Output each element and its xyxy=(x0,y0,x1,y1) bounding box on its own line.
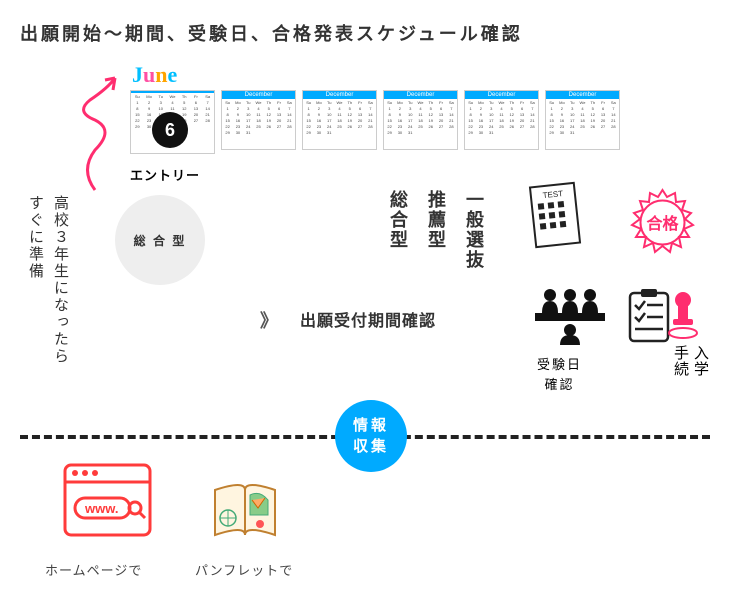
month-badge-6: 6 xyxy=(152,112,188,148)
svg-text:www.: www. xyxy=(84,501,118,516)
june-j: J xyxy=(132,62,143,87)
chevron-icon: 》 xyxy=(260,307,278,333)
info-l2: 収集 xyxy=(353,436,389,457)
svg-text:合格: 合格 xyxy=(646,214,679,233)
info-collection-badge: 情報 収集 xyxy=(335,400,407,472)
calendar-row: SuMoTuWeThFrSa12345678910111213141516171… xyxy=(130,90,620,154)
entry-label: エントリー xyxy=(130,165,200,184)
mini-calendar: DecemberSuMoTuWeThFrSa123456789101112131… xyxy=(545,90,620,150)
type-sogo: 総合型 xyxy=(385,190,411,270)
type-suisen: 推薦型 xyxy=(423,190,449,270)
exam-desk-icon xyxy=(530,285,610,345)
exam-date-label: 受験日 確認 xyxy=(537,355,582,394)
procedure-label-1: 入学 xyxy=(690,345,711,377)
june-e: e xyxy=(168,62,178,87)
sogo-circle: 総 合 型 xyxy=(115,195,205,285)
mini-calendar: DecemberSuMoTuWeThFrSa123456789101112131… xyxy=(221,90,296,150)
browser-icon: www. xyxy=(60,460,155,545)
side-text-hs3: 高校３年生になったら xyxy=(50,195,71,365)
swirl-arrow-icon xyxy=(60,70,130,200)
mini-calendar: DecemberSuMoTuWeThFrSa123456789101112131… xyxy=(464,90,539,150)
june-label: June xyxy=(132,62,177,88)
homepage-label: ホームページで xyxy=(45,560,142,579)
pass-stamp-icon: 合格 xyxy=(625,185,700,260)
procedure-label-2: 手続 xyxy=(670,345,691,377)
selection-types: 総合型 推薦型 一般選抜 xyxy=(385,190,487,270)
exam-date-l1: 受験日 xyxy=(537,357,582,372)
clipboard-stamp-icon xyxy=(625,285,700,345)
june-n: n xyxy=(155,62,167,87)
june-u: u xyxy=(143,62,155,87)
application-period-label: 出願受付期間確認 xyxy=(300,307,436,331)
mini-calendar: DecemberSuMoTuWeThFrSa123456789101112131… xyxy=(383,90,458,150)
brochure-icon xyxy=(210,480,280,540)
test-sheet-icon: TEST xyxy=(525,180,585,255)
mini-calendar: DecemberSuMoTuWeThFrSa123456789101112131… xyxy=(302,90,377,150)
info-l1: 情報 xyxy=(353,415,389,436)
page-title: 出願開始～期間、受験日、合格発表スケジュール確認 xyxy=(20,20,523,46)
type-ippan: 一般選抜 xyxy=(461,190,487,270)
side-text-prepare: すぐに準備 xyxy=(25,195,46,280)
exam-date-l2: 確認 xyxy=(545,377,575,392)
pamphlet-label: パンフレットで xyxy=(195,560,293,579)
